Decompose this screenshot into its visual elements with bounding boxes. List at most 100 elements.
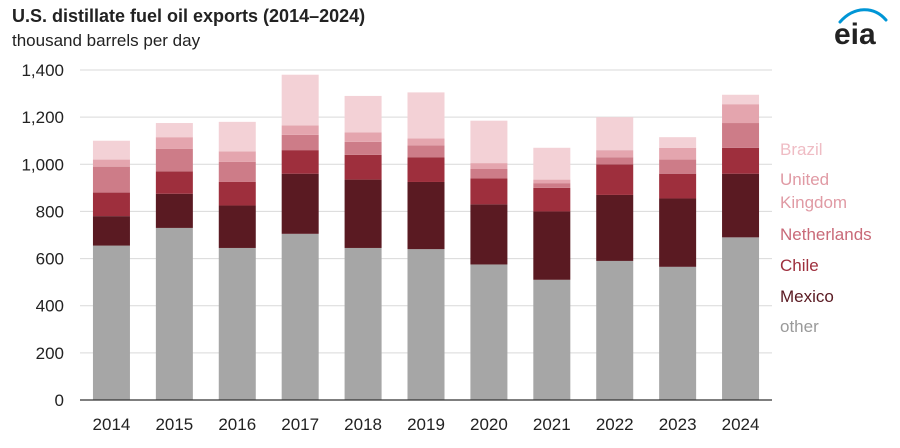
bar-mexico-2021 bbox=[533, 211, 571, 280]
bar-chile-2019 bbox=[407, 157, 445, 182]
bar-netherlands-2019 bbox=[407, 145, 445, 158]
x-tick-label: 2023 bbox=[659, 415, 697, 434]
bar-stack-2015 bbox=[155, 123, 193, 400]
bar-mexico-2017 bbox=[281, 173, 319, 234]
bar-other-2016 bbox=[218, 247, 256, 400]
x-tick-label: 2015 bbox=[155, 415, 193, 434]
logo-arc-icon bbox=[838, 8, 888, 24]
bar-stack-2020 bbox=[470, 120, 508, 400]
logo-text: eia bbox=[834, 18, 876, 50]
bar-stack-2017 bbox=[281, 74, 319, 400]
bar-other-2018 bbox=[344, 247, 382, 400]
bar-other-2023 bbox=[659, 266, 697, 400]
bar-united-kingdom-2018 bbox=[344, 132, 382, 142]
bar-stack-2019 bbox=[407, 92, 445, 400]
bar-brazil-2021 bbox=[533, 147, 571, 180]
bar-chile-2014 bbox=[92, 192, 130, 217]
x-tick-label: 2019 bbox=[407, 415, 445, 434]
bar-netherlands-2016 bbox=[218, 161, 256, 182]
bar-united-kingdom-2017 bbox=[281, 125, 319, 135]
bar-united-kingdom-2024 bbox=[722, 104, 760, 124]
bar-stack-2014 bbox=[92, 140, 130, 400]
bar-mexico-2022 bbox=[596, 194, 634, 261]
bars bbox=[92, 74, 760, 400]
bar-chile-2018 bbox=[344, 154, 382, 180]
bar-chile-2020 bbox=[470, 178, 508, 205]
bar-mexico-2016 bbox=[218, 205, 256, 248]
bar-chile-2016 bbox=[218, 181, 256, 206]
y-tick-label: 0 bbox=[55, 391, 64, 410]
bar-brazil-2017 bbox=[281, 74, 319, 126]
bar-other-2014 bbox=[92, 245, 130, 400]
bar-brazil-2024 bbox=[722, 94, 760, 105]
bar-netherlands-2024 bbox=[722, 123, 760, 148]
bar-netherlands-2023 bbox=[659, 159, 697, 174]
bar-brazil-2023 bbox=[659, 137, 697, 148]
y-tick-label: 800 bbox=[36, 202, 64, 221]
legend-netherlands: Netherlands bbox=[780, 225, 872, 244]
bar-chile-2024 bbox=[722, 147, 760, 174]
bar-brazil-2015 bbox=[155, 123, 193, 138]
legend-chile: Chile bbox=[780, 256, 819, 275]
bar-united-kingdom-2020 bbox=[470, 163, 508, 169]
bar-brazil-2016 bbox=[218, 121, 256, 152]
bar-brazil-2019 bbox=[407, 92, 445, 139]
y-tick-label: 1,000 bbox=[21, 155, 64, 174]
bar-united-kingdom-2019 bbox=[407, 138, 445, 146]
bar-united-kingdom-2016 bbox=[218, 151, 256, 162]
x-tick-label: 2017 bbox=[281, 415, 319, 434]
x-tick-label: 2022 bbox=[596, 415, 634, 434]
bar-other-2015 bbox=[155, 227, 193, 400]
bar-united-kingdom-2023 bbox=[659, 147, 697, 160]
bar-stack-2016 bbox=[218, 121, 256, 400]
x-tick-label: 2021 bbox=[533, 415, 571, 434]
bar-mexico-2015 bbox=[155, 193, 193, 228]
bar-brazil-2022 bbox=[596, 117, 634, 151]
bar-mexico-2019 bbox=[407, 181, 445, 250]
legend-brazil: Brazil bbox=[780, 140, 823, 159]
bar-chile-2017 bbox=[281, 150, 319, 174]
bar-mexico-2024 bbox=[722, 173, 760, 238]
eia-logo: eia bbox=[834, 8, 888, 50]
y-tick-label: 1,400 bbox=[21, 61, 64, 80]
legend-united-kingdom: United bbox=[780, 170, 829, 189]
bar-other-2019 bbox=[407, 249, 445, 400]
bar-brazil-2014 bbox=[92, 140, 130, 160]
y-axis-ticks: 0 200 400 600 800 1,000 1,200 1,400 bbox=[21, 61, 64, 410]
bar-other-2024 bbox=[722, 237, 760, 400]
legend-other: other bbox=[780, 317, 819, 336]
y-tick-label: 1,200 bbox=[21, 108, 64, 127]
y-tick-label: 400 bbox=[36, 297, 64, 316]
x-tick-label: 2024 bbox=[722, 415, 760, 434]
bar-chile-2023 bbox=[659, 173, 697, 199]
bar-other-2021 bbox=[533, 279, 571, 400]
bar-stack-2021 bbox=[533, 147, 571, 400]
chart-subtitle: thousand barrels per day bbox=[12, 31, 201, 50]
x-axis-ticks: 2014 2015 2016 2017 2018 2019 2020 2021 2022 2023… bbox=[93, 415, 760, 434]
bar-other-2022 bbox=[596, 260, 634, 400]
bar-netherlands-2015 bbox=[155, 148, 193, 172]
bar-stack-2022 bbox=[596, 117, 634, 400]
bar-stack-2018 bbox=[344, 95, 382, 400]
bar-united-kingdom-2015 bbox=[155, 137, 193, 149]
bar-netherlands-2017 bbox=[281, 134, 319, 151]
bar-chile-2015 bbox=[155, 171, 193, 194]
bar-united-kingdom-2021 bbox=[533, 179, 571, 184]
bar-chile-2021 bbox=[533, 187, 571, 212]
bar-netherlands-2014 bbox=[92, 166, 130, 193]
x-tick-label: 2014 bbox=[93, 415, 131, 434]
x-tick-label: 2018 bbox=[344, 415, 382, 434]
bar-united-kingdom-2022 bbox=[596, 150, 634, 158]
bar-stack-2023 bbox=[659, 137, 697, 400]
bar-netherlands-2018 bbox=[344, 141, 382, 155]
bar-mexico-2020 bbox=[470, 204, 508, 265]
bar-mexico-2023 bbox=[659, 198, 697, 267]
bar-netherlands-2021 bbox=[533, 183, 571, 188]
bar-netherlands-2022 bbox=[596, 157, 634, 165]
bar-brazil-2020 bbox=[470, 120, 508, 164]
bar-other-2017 bbox=[281, 233, 319, 400]
bar-other-2020 bbox=[470, 264, 508, 400]
bar-brazil-2018 bbox=[344, 95, 382, 133]
bar-mexico-2018 bbox=[344, 179, 382, 248]
